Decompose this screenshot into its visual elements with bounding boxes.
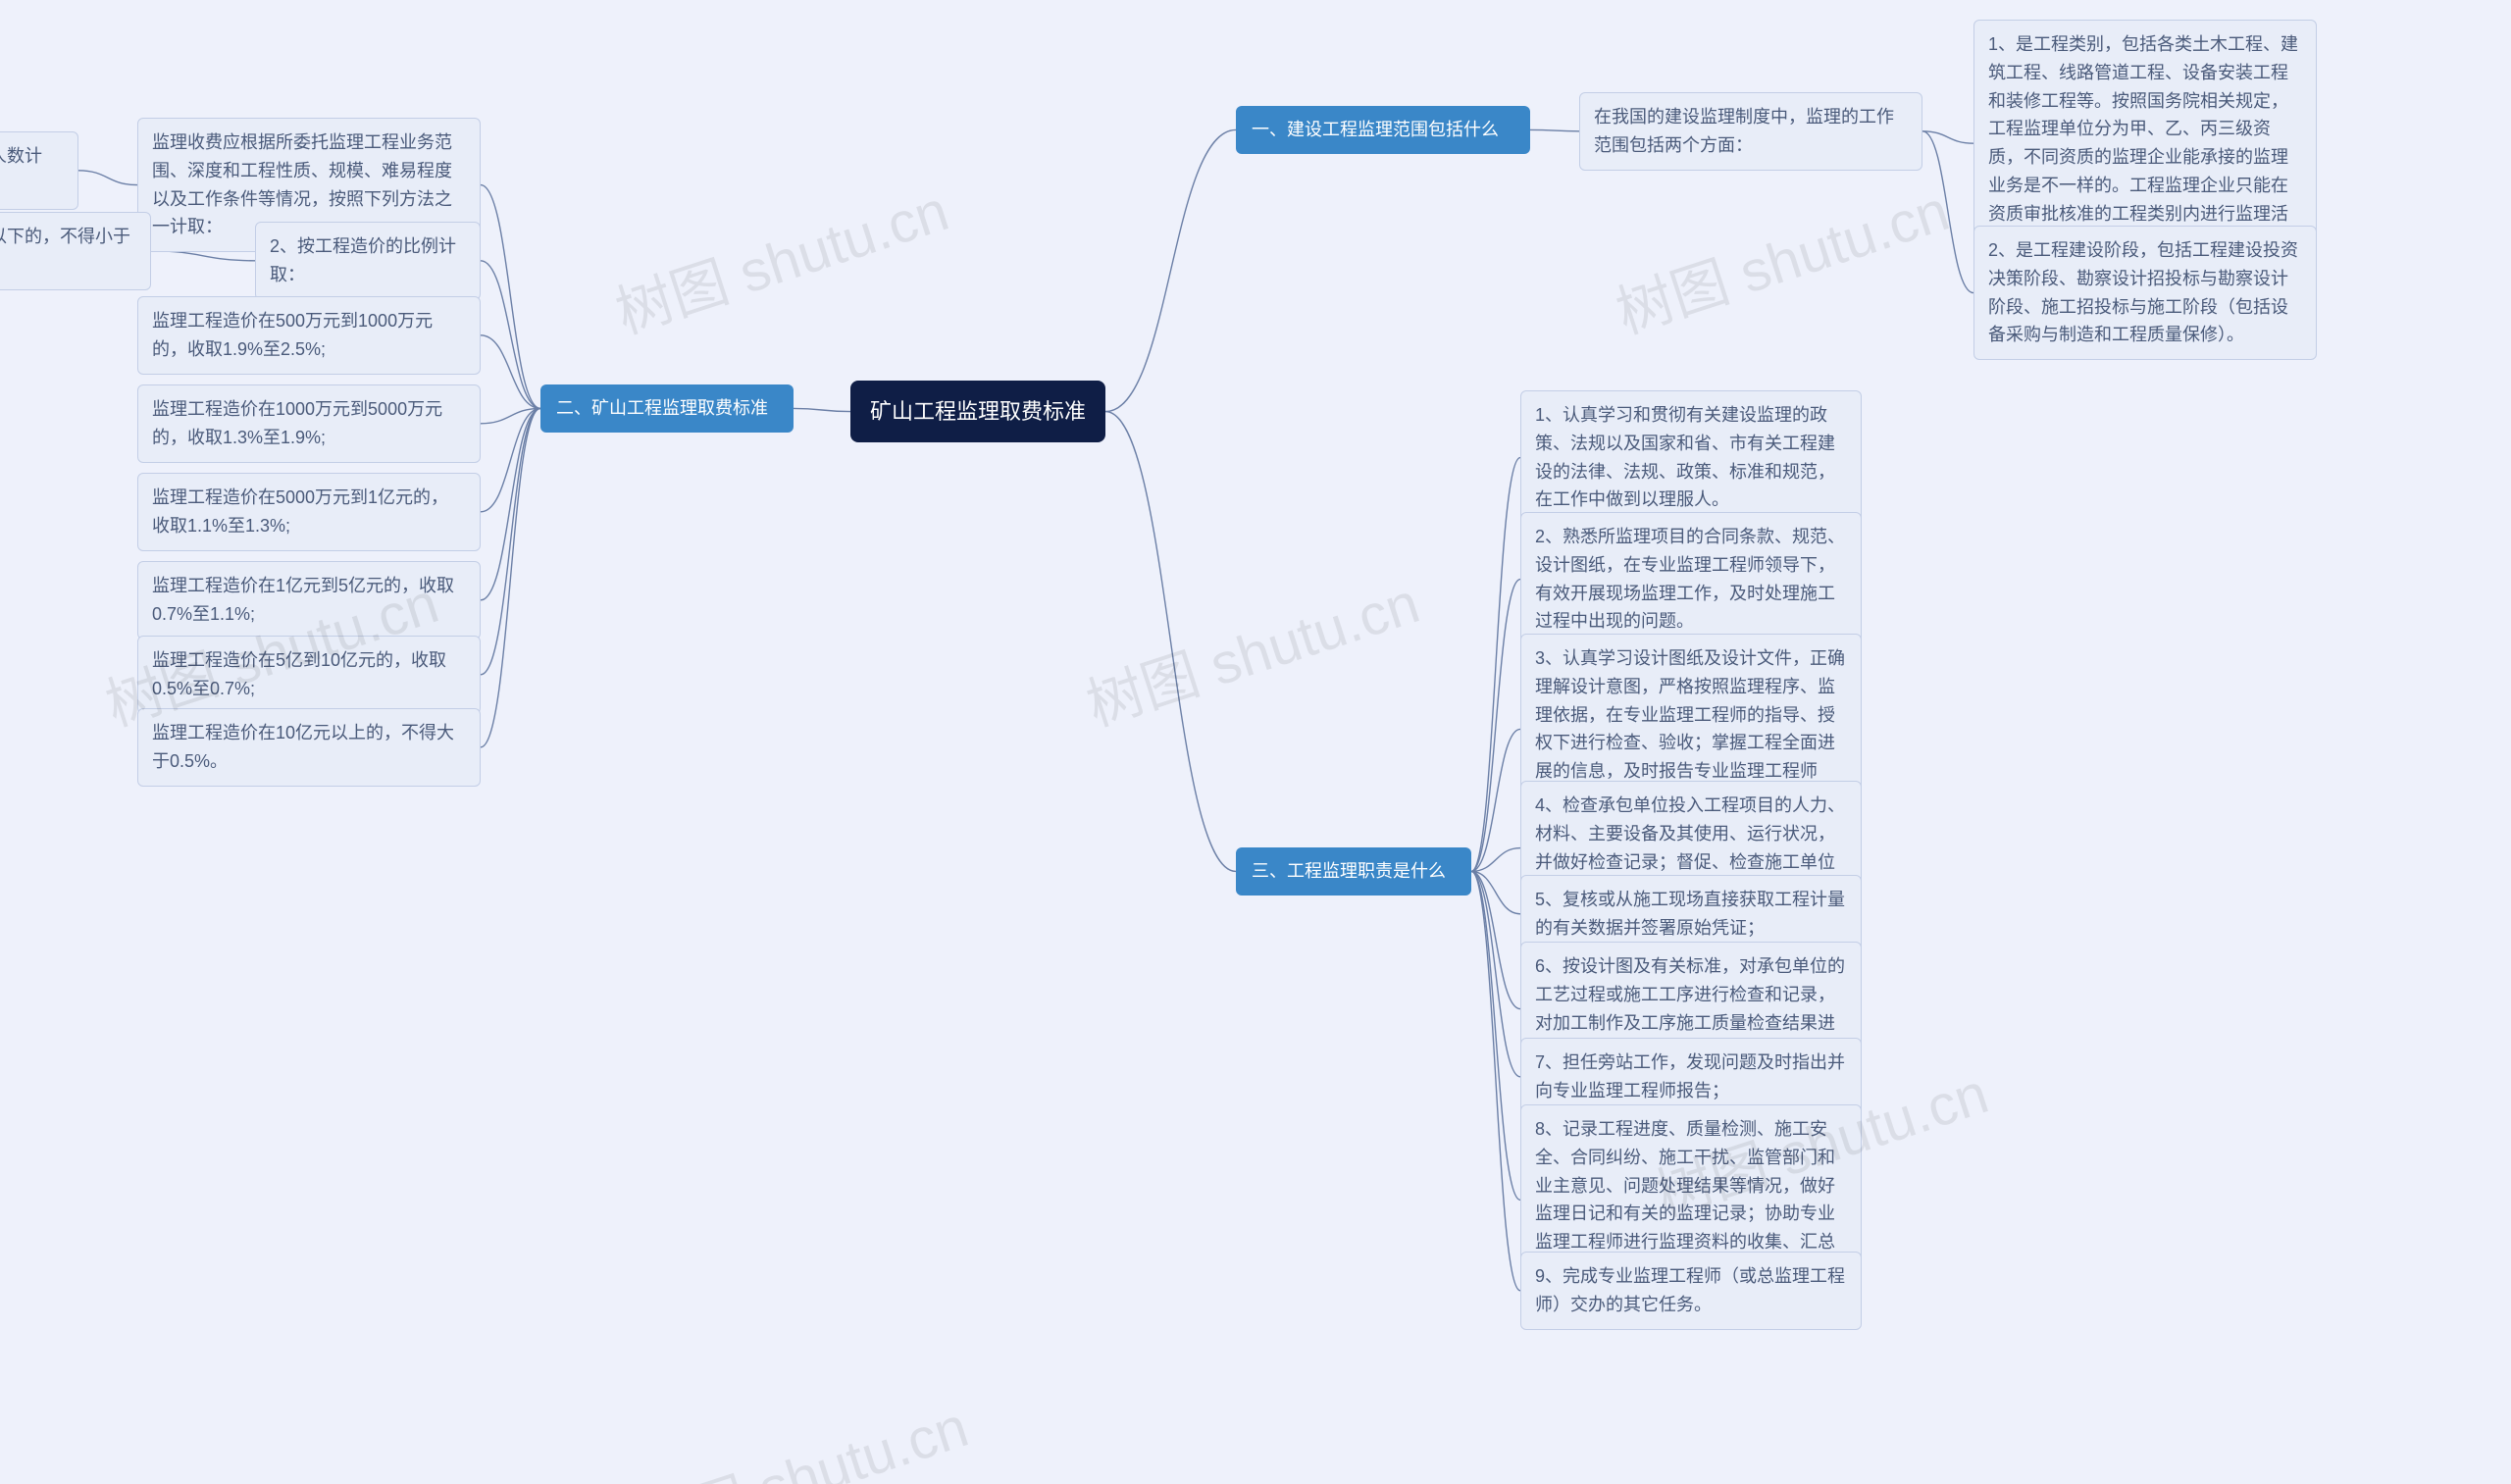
leaf-node[interactable]: 监理工程造价在1000万元到5000万元的，收取1.3%至1.9%; (137, 384, 481, 463)
leaf-node[interactable]: 在我国的建设监理制度中，监理的工作范围包括两个方面： (1579, 92, 1922, 171)
leaf-node[interactable]: 9、完成专业监理工程师（或总监理工程师）交办的其它任务。 (1520, 1252, 1862, 1330)
leaf-node[interactable]: 监理工程造价在1亿元到5亿元的，收取0.7%至1.1%; (137, 561, 481, 640)
leaf-node[interactable]: 2、按工程造价的比例计取： (255, 222, 481, 300)
leaf-node[interactable]: 监理工程造价在500万元及以下的，不得小于2.5%； (0, 212, 151, 290)
leaf-node[interactable]: 监理工程造价在10亿元以上的，不得大于0.5%。 (137, 708, 481, 787)
root-node[interactable]: 矿山工程监理取费标准 (850, 381, 1105, 442)
leaf-node[interactable]: 2、是工程建设阶段，包括工程建设投资决策阶段、勘察设计招投标与勘察设计阶段、施工… (1973, 226, 2317, 360)
leaf-node[interactable]: 监理工程造价在500万元到1000万元的，收取1.9%至2.5%; (137, 296, 481, 375)
leaf-node[interactable]: 监理工程造价在5000万元到1亿元的，收取1.1%至1.3%; (137, 473, 481, 551)
leaf-node[interactable]: 监理工程造价在5亿到10亿元的，收取0.5%至0.7%; (137, 636, 481, 714)
leaf-node[interactable]: 1、按照参与监理工作年度平均人数计算：3.5万元/人每年。 (0, 131, 78, 210)
leaf-node[interactable]: 2、熟悉所监理项目的合同条款、规范、设计图纸，在专业监理工程师领导下，有效开展现… (1520, 512, 1862, 646)
branch-node[interactable]: 一、建设工程监理范围包括什么 (1236, 106, 1530, 154)
branch-node[interactable]: 二、矿山工程监理取费标准 (540, 384, 794, 433)
branch-node[interactable]: 三、工程监理职责是什么 (1236, 847, 1471, 896)
leaf-node[interactable]: 1、认真学习和贯彻有关建设监理的政策、法规以及国家和省、市有关工程建设的法律、法… (1520, 390, 1862, 525)
